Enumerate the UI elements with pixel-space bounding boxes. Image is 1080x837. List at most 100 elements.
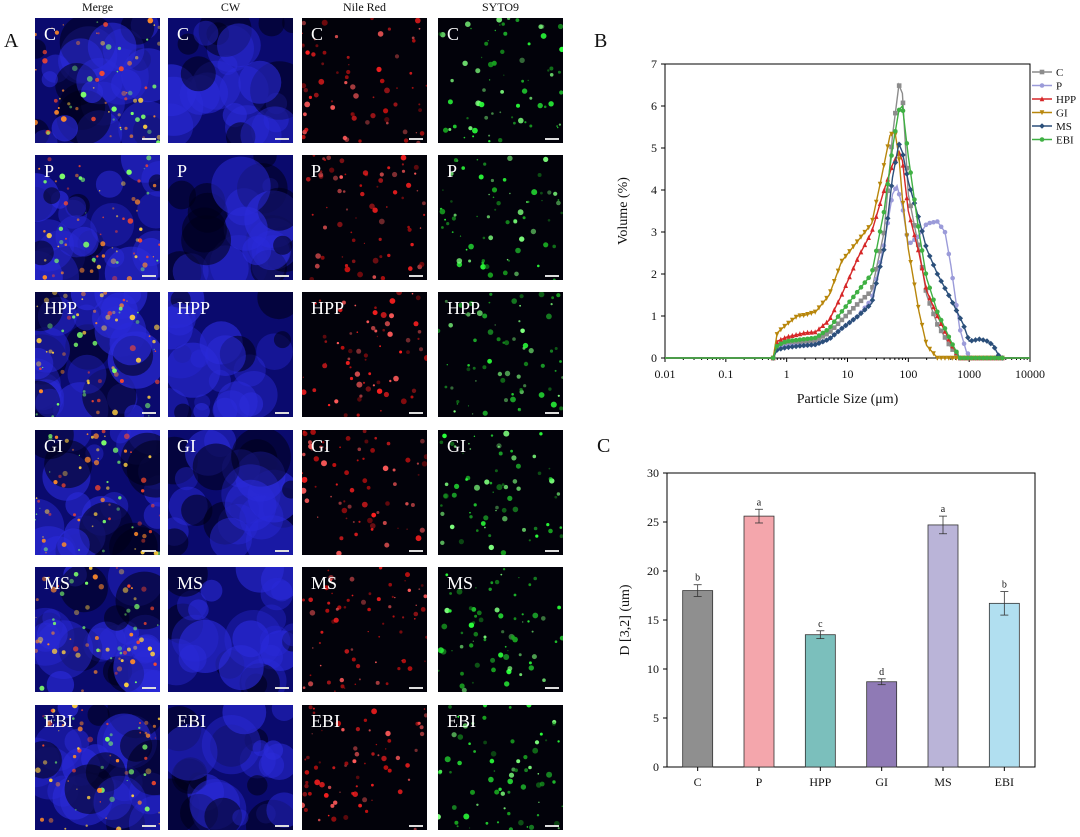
y-tick-label: 5 [651,141,657,155]
series-marker-ebi [954,349,959,355]
series-marker-hpp [988,355,994,361]
series-marker-ebi [793,337,799,343]
series-marker-c [870,285,875,290]
series-marker-ms [892,159,899,166]
micrograph-label: P [44,161,55,181]
series-marker-p [938,224,944,230]
series-marker-p [915,234,921,240]
micrograph-label: EBI [311,711,340,731]
micrograph-label: MS [177,573,204,593]
series-marker-gi [904,233,910,239]
series-marker-ebi [889,153,894,158]
series-marker-hpp [904,195,910,201]
series-marker-p [950,275,955,281]
series-marker-ebi [931,297,936,303]
series-marker-p [935,219,940,224]
series-marker-hpp [774,339,780,345]
scale-bar [409,825,423,827]
series-marker-ms [980,337,986,343]
series-marker-p [828,335,833,341]
series-marker-gi [770,355,776,361]
series-marker-gi [782,323,787,330]
series-marker-p [896,191,902,197]
series-marker-hpp [809,329,814,335]
series-marker-hpp [923,284,929,290]
series-marker-hpp [984,355,990,361]
series-marker-ms [923,243,929,249]
series-marker-hpp [797,331,803,337]
series-marker-hpp [950,343,955,349]
scale-bar [142,687,156,689]
series-marker-c [942,335,948,340]
series-marker-hpp [927,295,933,301]
series-marker-ms [915,213,922,220]
micrograph-nile-c: C [302,18,427,143]
series-marker-hpp [946,336,952,342]
series-marker-c [984,355,990,361]
series-marker-gi [881,163,887,169]
series-marker-hpp [843,282,849,288]
series-marker-p [893,186,898,192]
y-axis-label: Volume (%) [616,177,631,245]
series-marker-c [797,339,803,345]
series-marker-p [919,228,925,234]
series-marker-ms [957,315,964,322]
series-marker-c [820,334,826,339]
series-marker-p [881,243,887,248]
series-marker-gi [797,313,803,319]
significance-letter-ms: a [941,504,946,515]
series-marker-hpp [931,304,936,310]
series-marker-ms [781,345,788,351]
micrograph-label: EBI [44,711,73,731]
series-marker-gi [835,268,841,274]
series-marker-ebi [797,337,803,342]
series-marker-ms [827,335,834,341]
series-marker-gi [801,312,807,319]
micrograph-label: MS [44,573,71,593]
series-marker-gi [896,157,902,163]
series-marker-ebi [961,355,967,361]
y-tick-label: 20 [647,564,659,578]
series-marker-p [809,342,814,348]
series-marker-c [900,100,906,106]
series-marker-ms [854,313,860,320]
series-marker-c [793,339,799,345]
series-marker-p [965,351,971,356]
series-marker-ms [816,340,822,347]
y-tick-label: 6 [651,99,657,113]
series-marker-c [885,188,891,194]
series-marker-ebi [824,328,829,333]
series-marker-hpp [854,256,860,262]
series-marker-hpp [805,329,810,335]
series-marker-ms [804,342,811,348]
series-marker-hpp [866,234,871,241]
series-marker-ebi [935,309,940,315]
series-marker-ms [846,319,853,326]
x-tick-label: 100 [899,367,917,381]
micrograph-label: C [447,24,460,44]
series-marker-ebi [828,324,833,330]
series-marker-ms [896,141,902,148]
series-marker-ms [820,338,826,345]
legend-marker-c [1039,69,1045,75]
scale-bar [142,138,156,140]
series-marker-c [812,338,818,343]
series-marker-ms [812,341,818,348]
series-marker-ebi [782,339,787,345]
series-marker-hpp [851,265,856,271]
series-marker-ebi [988,355,994,361]
bar-ms [927,524,959,768]
series-marker-ebi [786,338,791,344]
series-marker-gi [805,312,810,318]
series-marker-ebi [938,317,944,323]
x-tick-label: 0.01 [655,367,676,381]
column-header-syto: SYTO9 [481,0,520,14]
series-marker-hpp [961,355,967,361]
bar-ebi [988,602,1020,768]
series-marker-c [816,336,822,341]
legend-marker-ms [1039,123,1045,129]
micrograph-merge-c: C [35,18,160,143]
series-marker-p [824,337,829,343]
series-marker-gi [915,304,921,310]
series-marker-c [835,321,841,327]
